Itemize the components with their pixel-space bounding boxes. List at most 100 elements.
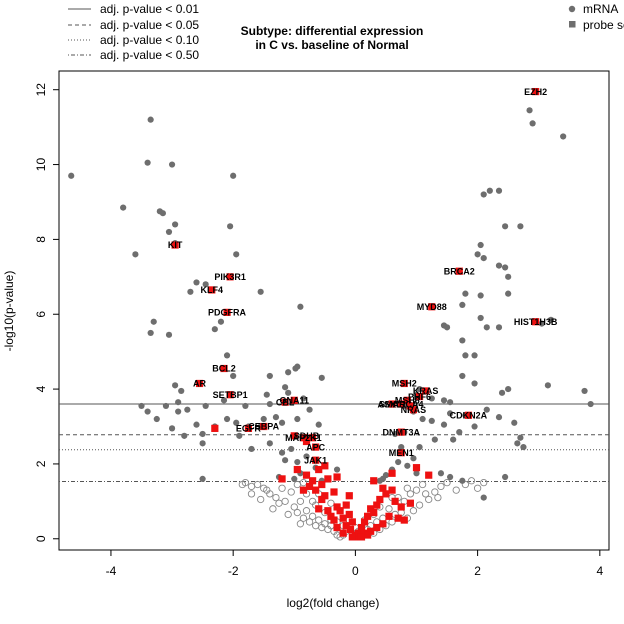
- mrna-point-not-significant: [253, 480, 262, 489]
- mrna-point-significant: [333, 466, 341, 473]
- probe-set-point: [312, 456, 320, 464]
- mrna-point-significant: [278, 419, 286, 426]
- probe-set-point: [333, 523, 341, 532]
- mrna-point-significant: [220, 397, 228, 404]
- mrna-point-significant: [456, 429, 463, 436]
- y-tick-label: 6: [34, 311, 48, 318]
- mrna-point-not-significant: [385, 505, 393, 513]
- y-tick-label: 12: [34, 83, 48, 97]
- mrna-point-significant: [263, 391, 270, 398]
- probe-set-point: [388, 486, 396, 494]
- probe-set-point: [171, 241, 179, 249]
- mrna-point-not-significant: [281, 497, 289, 506]
- axes: -4 -2 0 2 4 0 2 4 6 8 10 12: [34, 83, 603, 578]
- mrna-point-significant: [440, 397, 448, 404]
- mrna-point-not-significant: [296, 497, 305, 506]
- gene-label: NRAS: [401, 405, 427, 415]
- mrna-point-significant: [471, 352, 478, 359]
- probe-set-point: [290, 432, 298, 440]
- probe-set-point: [223, 308, 231, 316]
- probe-set-point: [330, 516, 338, 524]
- mrna-point-not-significant: [299, 514, 308, 522]
- gene-label: SETBP1: [213, 390, 248, 400]
- mrna-point-significant: [483, 406, 490, 413]
- probe-set-point: [339, 529, 347, 537]
- mrna-point-significant: [529, 120, 536, 127]
- probe-set-point: [244, 424, 253, 432]
- probe-set-point: [321, 462, 329, 470]
- mrna-point-not-significant: [275, 499, 283, 507]
- mrna-point-not-significant: [299, 478, 308, 487]
- mrna-point-significant: [560, 133, 567, 140]
- probe-set-point: [195, 379, 204, 388]
- mrna-point-not-significant: [293, 508, 301, 517]
- gene-label: PDGFRA: [208, 308, 247, 318]
- mrna-point-significant: [419, 415, 426, 423]
- mrna-point-significant: [431, 436, 438, 443]
- probe-set-point: [373, 523, 381, 532]
- gene-label: APC: [306, 442, 326, 452]
- mrna-point-significant: [428, 395, 435, 402]
- mrna-point-significant: [168, 425, 176, 432]
- mrna-point-significant: [144, 159, 151, 166]
- mrna-point-significant: [260, 415, 267, 423]
- probe-set-point: [367, 527, 375, 535]
- legend-probe-label: probe set: [583, 18, 624, 32]
- gene-label: PHF6: [408, 392, 431, 402]
- gene-label: MSH6: [395, 396, 420, 406]
- mrna-point-significant: [526, 107, 533, 114]
- mrna-point-significant: [282, 384, 289, 391]
- probe-set-point: [425, 471, 433, 479]
- mrna-point-significant: [202, 402, 209, 410]
- mrna-point-significant: [502, 223, 509, 230]
- mrna-point-significant: [236, 432, 243, 439]
- mrna-point-significant: [294, 458, 301, 466]
- probe-set-point: [339, 514, 347, 522]
- mrna-point-significant: [278, 449, 286, 456]
- probe-set-point: [345, 510, 353, 519]
- gene-label: PIK3R1: [214, 272, 246, 282]
- mrna-point-significant: [147, 329, 154, 337]
- legend-label-0.10: adj. p-value < 0.10: [100, 33, 199, 47]
- mrna-point-not-significant: [452, 486, 460, 494]
- probe-set-point: [309, 477, 317, 485]
- probe-set-point: [302, 437, 311, 446]
- mrna-point-significant: [395, 458, 402, 466]
- probe-set-point: [330, 488, 338, 496]
- probe-set-point: [336, 507, 344, 515]
- gene-label: BRCA2: [444, 266, 475, 276]
- gene-label: SMARCA4: [379, 399, 424, 409]
- mrna-point-significant: [502, 473, 509, 481]
- probe-set-point: [388, 469, 396, 477]
- probe-set-point: [370, 508, 378, 517]
- mrna-point-not-significant: [302, 507, 311, 515]
- probe-set-point: [400, 516, 408, 524]
- mrna-point-not-significant: [287, 488, 295, 496]
- mrna-point-not-significant: [422, 490, 430, 498]
- probe-set-point: [397, 400, 405, 408]
- gene-label: KLF4: [201, 285, 224, 295]
- mrna-point-significant: [517, 434, 524, 441]
- probe-set-point: [412, 464, 421, 472]
- probe-set-point: [388, 400, 396, 408]
- mrna-point-significant: [450, 436, 457, 443]
- mrna-point-significant: [172, 221, 179, 228]
- mrna-point-significant: [495, 187, 503, 194]
- mrna-point-significant: [178, 387, 185, 395]
- mrna-point-significant: [230, 372, 237, 380]
- probe-set-point: [226, 391, 234, 399]
- threshold-lines: [59, 403, 609, 483]
- x-tick-label: -2: [228, 564, 239, 578]
- probe-set-point: [318, 495, 326, 504]
- mrna-point-significant: [294, 415, 301, 423]
- probe-set-point: [312, 486, 320, 494]
- mrna-point-not-significant: [434, 493, 442, 502]
- x-tick-label: 4: [596, 564, 603, 578]
- mrna-point-significant: [447, 473, 454, 481]
- legend-label-0.01: adj. p-value < 0.01: [100, 2, 199, 16]
- threshold-legend: adj. p-value < 0.01 adj. p-value < 0.05 …: [68, 2, 199, 62]
- mrna-point-significant: [437, 470, 445, 477]
- probe-set-point: [299, 486, 308, 494]
- probe-set-point: [415, 392, 424, 401]
- mrna-point-significant: [447, 410, 454, 417]
